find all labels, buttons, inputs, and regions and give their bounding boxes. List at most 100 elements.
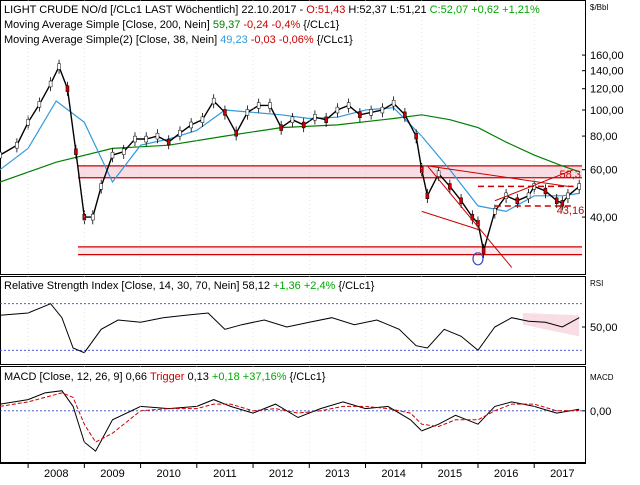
trendline-steep xyxy=(426,165,513,268)
price-candle-37 xyxy=(403,111,407,118)
price-y-tick-label-5: 60,00 xyxy=(590,165,618,177)
macd-panel-frame xyxy=(0,366,586,463)
price-candle-26 xyxy=(279,124,283,131)
trendline-upper xyxy=(427,165,569,187)
trigger-line xyxy=(0,392,580,443)
rsi-layer: 50,00 xyxy=(0,303,618,354)
price-candle-31 xyxy=(335,106,340,114)
sma38-legend-change: -0,03 -0,06% xyxy=(251,34,314,46)
year-label-3: 2011 xyxy=(213,468,237,480)
price-candle-33 xyxy=(358,111,362,118)
price-candle-46 xyxy=(481,247,486,254)
price-candle-1 xyxy=(15,142,19,149)
macd-legend: MACD [Close, 12, 26, 9] 0,66 Trigger 0,13 +0… xyxy=(4,371,326,383)
year-label-2: 2010 xyxy=(156,468,180,480)
price-y-tick-label-6: 40,00 xyxy=(590,212,618,224)
price-candle-20 xyxy=(211,97,216,105)
price-candle-16 xyxy=(166,138,171,146)
macd-line xyxy=(0,390,580,452)
price-candle-27 xyxy=(290,116,295,123)
rsi-line xyxy=(0,303,580,354)
price-candle-25 xyxy=(268,102,272,109)
price-candle-3 xyxy=(37,101,42,108)
price-candle-8 xyxy=(82,213,87,221)
rising-channel-line xyxy=(494,169,574,202)
macd-legend-trigger-label: Trigger xyxy=(150,371,185,383)
rsi-unit-label: RSI xyxy=(590,279,603,288)
price-candle-7 xyxy=(74,148,78,155)
rsi-legend-change: +1,36 +2,4% xyxy=(273,280,336,292)
sma38-legend-label: Moving Average Simple(2) [Close, 38, Nei… xyxy=(4,34,217,46)
price-candle-42 xyxy=(448,183,452,190)
price-candle-35 xyxy=(380,106,385,114)
macd-y-tick-label: 0,00 xyxy=(590,406,611,418)
macd-legend-change: +0,18 +37,16% xyxy=(212,371,287,383)
sma38-legend-value: 49,23 xyxy=(220,34,248,46)
price-candle-40 xyxy=(425,192,430,199)
rsi-legend-label: Relative Strength Index [Close, 14, 30, … xyxy=(4,280,239,292)
x-axis: 2008 2009 2010 2011 2012 2013 2014 2015 2016 2017 xyxy=(0,0,586,480)
macd-legend-suffix: {/CLc1} xyxy=(290,371,326,383)
year-label-1: 2009 xyxy=(100,468,124,480)
rsi-legend-suffix: {/CLc1} xyxy=(338,280,374,292)
price-candle-50 xyxy=(526,192,531,199)
price-candle-6 xyxy=(65,85,70,92)
price-legend: LIGHT CRUDE NO/d [/CLc1 LAST Wöchentlich… xyxy=(4,4,540,16)
price-candle-43 xyxy=(459,197,463,204)
trendline-lower xyxy=(421,210,479,230)
price-candle-4 xyxy=(48,80,53,88)
sma38-legend: Moving Average Simple(2) [Close, 38, Nei… xyxy=(4,34,353,46)
price-y-tick-label-2: 120,00 xyxy=(590,84,624,96)
sma200-legend-suffix: {/CLc1} xyxy=(303,19,339,31)
price-candle-52 xyxy=(543,187,548,195)
price-y-tick-label-1: 140,00 xyxy=(590,66,624,78)
price-candle-22 xyxy=(234,130,238,137)
lower-support-band xyxy=(78,246,582,255)
price-candle-49 xyxy=(515,197,520,204)
price-candle-18 xyxy=(189,121,193,129)
annotation-high: 58,3 xyxy=(560,169,581,181)
price-candle-29 xyxy=(313,114,317,121)
year-label-5: 2013 xyxy=(325,468,349,480)
price-candle-41 xyxy=(436,170,441,177)
price-candle-13 xyxy=(133,135,137,143)
macd-unit-label: MACD xyxy=(590,373,614,382)
price-legend-title: LIGHT CRUDE NO/d [/CLc1 LAST Wöchentlich… xyxy=(4,4,306,16)
price-candle-55 xyxy=(566,192,570,199)
price-candle-30 xyxy=(324,116,328,123)
year-label-4: 2012 xyxy=(269,468,293,480)
year-label-9: 2017 xyxy=(550,468,574,480)
price-candle-12 xyxy=(121,148,126,155)
price-candle-17 xyxy=(178,130,182,137)
price-panel-frame xyxy=(0,0,586,275)
price-candle-5 xyxy=(57,63,61,70)
sma200-legend-change: -0,24 -0,4% xyxy=(243,19,300,31)
price-candle-9 xyxy=(91,213,95,221)
sma38-line xyxy=(0,100,580,213)
year-label-8: 2016 xyxy=(494,468,518,480)
sma200-line xyxy=(0,114,580,183)
price-candle-47 xyxy=(493,208,497,215)
rsi-legend-value: 58,12 xyxy=(242,280,270,292)
price-candle-54 xyxy=(560,200,565,207)
price-legend-hl: H:52,37 L:51,21 xyxy=(348,4,426,16)
price-candle-23 xyxy=(245,109,250,116)
year-label-0: 2008 xyxy=(44,468,68,480)
price-unit-label: $/Bbl xyxy=(590,3,608,12)
upper-resistance-band xyxy=(78,165,582,178)
price-candle-36 xyxy=(391,100,396,107)
sma200-legend: Moving Average Simple [Close, 200, Nein]… xyxy=(4,19,340,31)
rsi-channel-band xyxy=(522,313,580,337)
price-legend-close: C:52,07 +0,62 +1,21% xyxy=(430,4,540,16)
price-candle-56 xyxy=(577,183,581,190)
rsi-panel-frame xyxy=(0,276,586,365)
year-label-6: 2014 xyxy=(381,468,405,480)
price-y-axis: 160,00 140,00 120,00 100,00 80,00 60,00 40,00 xyxy=(582,50,624,224)
price-candle-19 xyxy=(200,116,205,123)
price-candle-15 xyxy=(155,132,160,140)
price-line xyxy=(0,64,580,251)
macd-legend-label: MACD [Close, 12, 26, 9] xyxy=(4,371,123,383)
macd-layer: 0,00 xyxy=(0,390,611,452)
